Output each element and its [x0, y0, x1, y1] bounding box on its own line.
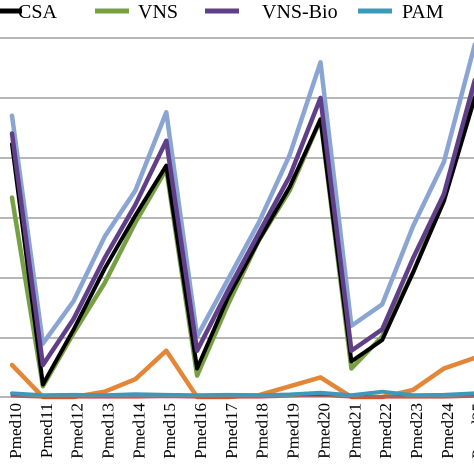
- x-tick-label: Pmed15: [160, 403, 179, 459]
- x-tick-label: Pmed11: [37, 403, 56, 458]
- legend: CSA VNS VNS-Bio PAM: [0, 1, 444, 23]
- x-tick-label: Pmed13: [98, 403, 117, 459]
- x-tick-label: Pmed22: [376, 403, 395, 459]
- x-tick-label: Pmed20: [314, 403, 333, 459]
- series-line-unlabeled-4: [9, 42, 474, 346]
- x-tick-label: Pmed24: [438, 403, 457, 459]
- x-tick-label: Pmed10: [6, 403, 25, 459]
- series-line-unlabeled-5: [9, 348, 474, 400]
- x-tick-label: Pmed14: [129, 403, 148, 459]
- x-tick-label: Pmed18: [253, 403, 272, 459]
- x-tick-label: Pmed17: [222, 403, 241, 459]
- legend-label: CSA: [18, 1, 57, 23]
- x-tick-label: Pmed19: [284, 403, 303, 459]
- series-line-pam: [10, 389, 474, 398]
- series-lines: [9, 42, 474, 400]
- x-tick-label: Pmed16: [191, 403, 210, 459]
- series-line-csa: [10, 96, 474, 387]
- x-tick-label: Pmed21: [345, 403, 364, 459]
- legend-label: PAM: [402, 1, 444, 23]
- series-line-vns-bio: [9, 78, 474, 368]
- legend-label: VNS-Bio: [262, 1, 338, 23]
- x-tick-label: Pmed23: [407, 403, 426, 459]
- legend-label: VNS: [138, 1, 178, 23]
- x-tick-label: Pmed25: [469, 403, 474, 459]
- series-line-vns: [9, 92, 474, 389]
- x-tick-label: Pmed12: [68, 403, 87, 459]
- x-axis: Pmed10 Pmed11 Pmed12 Pmed13 Pmed14 Pmed15 Pmed…: [0, 396, 474, 459]
